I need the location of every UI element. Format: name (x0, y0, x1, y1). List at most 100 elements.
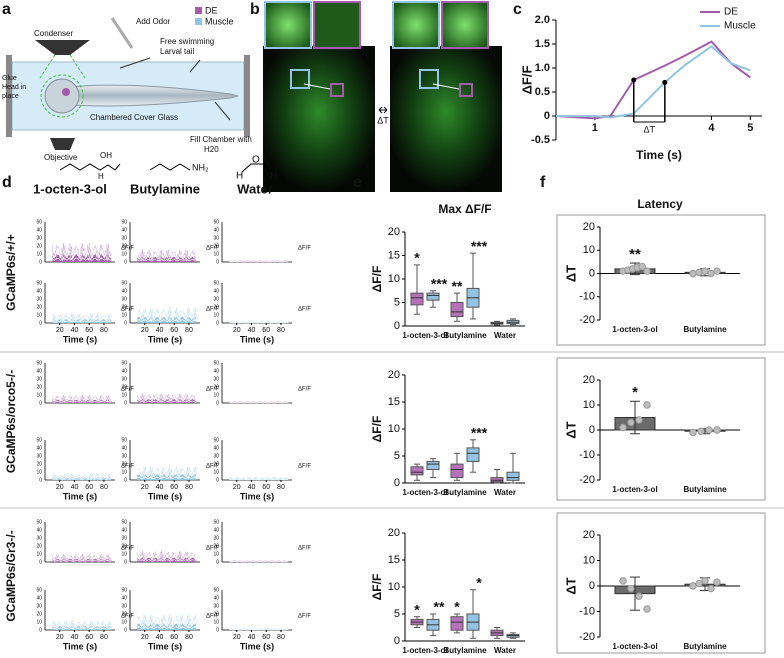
y-tick-label: 30 (121, 535, 127, 541)
data-point (635, 416, 643, 424)
x-tick-label: 60 (170, 327, 178, 334)
trace-outline (137, 550, 197, 560)
y-axis-label: ΔT (563, 577, 578, 594)
y-tick-label: 20 (36, 384, 42, 390)
significance: ** (629, 246, 641, 263)
x-tick-label: 20 (56, 634, 64, 641)
micrographs (263, 1, 502, 192)
y-tick-label: 0 (124, 259, 127, 265)
x-tick-label: 80 (100, 634, 108, 641)
roi (419, 69, 439, 89)
roi-arrow (303, 83, 460, 90)
y-axis-label: ΔF/F (206, 464, 219, 470)
structure-label: H (98, 172, 104, 181)
y-tick-label: 20 (36, 461, 42, 467)
box (450, 463, 464, 479)
line-series (556, 45, 751, 119)
y-tick-label: 2.0 (535, 14, 550, 26)
data-point (689, 428, 697, 437)
y-axis-label: ΔF/F (298, 464, 311, 470)
structure (241, 163, 271, 173)
trace-outline (229, 260, 289, 262)
x-tick-label: Water (494, 646, 516, 655)
x-axis-label: Time (s) (240, 334, 274, 344)
annotation: H20 (204, 145, 219, 154)
y-tick-label: 40 (36, 368, 42, 374)
data-point (701, 267, 709, 275)
row-label: GCaMP6s/Gr3-/- (4, 530, 18, 621)
y-axis-label: ΔF/F (206, 307, 219, 313)
y-tick-label: 50 (36, 360, 42, 366)
significance: ** (452, 278, 463, 294)
y-tick-label: 20 (121, 611, 127, 617)
box (466, 447, 480, 462)
trace-outline (229, 560, 289, 562)
trace-outline (52, 553, 112, 561)
y-tick-label: 30 (213, 453, 219, 459)
trace-band (137, 315, 197, 323)
trace-mean (52, 319, 112, 323)
y-tick-label: 50 (213, 219, 219, 225)
x-tick-label: 80 (185, 484, 193, 491)
x-axis-label: Time (s) (148, 334, 182, 344)
x-tick-label: 1-octen-3-ol (402, 646, 447, 655)
panel-title: Latency (637, 197, 683, 211)
y-tick-label: 10 (36, 251, 42, 257)
trace-outline (229, 476, 289, 480)
y-tick-label: 50 (36, 519, 42, 525)
trace-outline (52, 394, 112, 402)
panel-letter: c (513, 1, 522, 18)
structure-label: NH₂ (192, 162, 209, 172)
annotation: Objective (44, 153, 78, 162)
y-tick-label: 20 (36, 304, 42, 310)
roi (330, 83, 344, 97)
annotation: ΔT (377, 115, 389, 125)
y-tick-label: 20 (213, 304, 219, 310)
focus-ring (40, 74, 84, 118)
significance: * (476, 574, 482, 590)
x-axis-label: Time (s) (63, 334, 97, 344)
x-tick-label: 20 (233, 327, 241, 334)
structure-label: OH (100, 151, 112, 160)
y-tick-label: 40 (213, 527, 219, 533)
y-tick-label: 30 (213, 535, 219, 541)
x-tick-label: 1 (592, 122, 598, 134)
y-tick-label: 0 (39, 559, 42, 565)
y-axis-label: ΔF/F (206, 387, 219, 393)
y-tick-label: -10 (579, 449, 595, 461)
box (490, 477, 504, 483)
y-tick-label: 0 (216, 259, 219, 265)
x-tick-label: 20 (141, 484, 149, 491)
y-tick-label: 30 (36, 376, 42, 382)
y-tick-label: 10 (36, 312, 42, 318)
panel-title: Max ΔF/F (438, 202, 491, 216)
trace-outline (52, 243, 112, 257)
y-tick-label: 50 (36, 219, 42, 225)
column-heading: Butylamine (130, 181, 200, 196)
data-point (643, 401, 651, 409)
column-heading: 1-octen-3-ol (33, 181, 107, 196)
x-tick-label: 1-octen-3-ol (612, 642, 657, 651)
trace-mean (52, 477, 112, 480)
panel-letter: d (2, 174, 12, 191)
y-axis-label: ΔF/F (121, 307, 134, 313)
x-tick-label: 40 (248, 327, 256, 334)
trace-outline (229, 628, 289, 630)
x-axis-label: Time (s) (636, 148, 682, 162)
y-tick-label: 20 (36, 243, 42, 249)
y-tick-label: -10 (579, 291, 595, 303)
y-tick-label: 1.5 (535, 38, 550, 50)
y-tick-label: -0.5 (531, 134, 550, 146)
significance: * (414, 601, 420, 617)
y-tick-label: 30 (121, 376, 127, 382)
y-tick-label: 0 (544, 110, 550, 122)
x-tick-label: 20 (56, 484, 64, 491)
inset (441, 1, 489, 49)
x-axis-label: Time (s) (240, 641, 274, 651)
y-tick-label: 20 (121, 304, 127, 310)
x-tick-label: 20 (233, 484, 241, 491)
data-point (638, 262, 646, 271)
x-tick-label: Water (494, 331, 516, 340)
trace-outline (137, 465, 197, 477)
x-tick-label: 20 (141, 634, 149, 641)
